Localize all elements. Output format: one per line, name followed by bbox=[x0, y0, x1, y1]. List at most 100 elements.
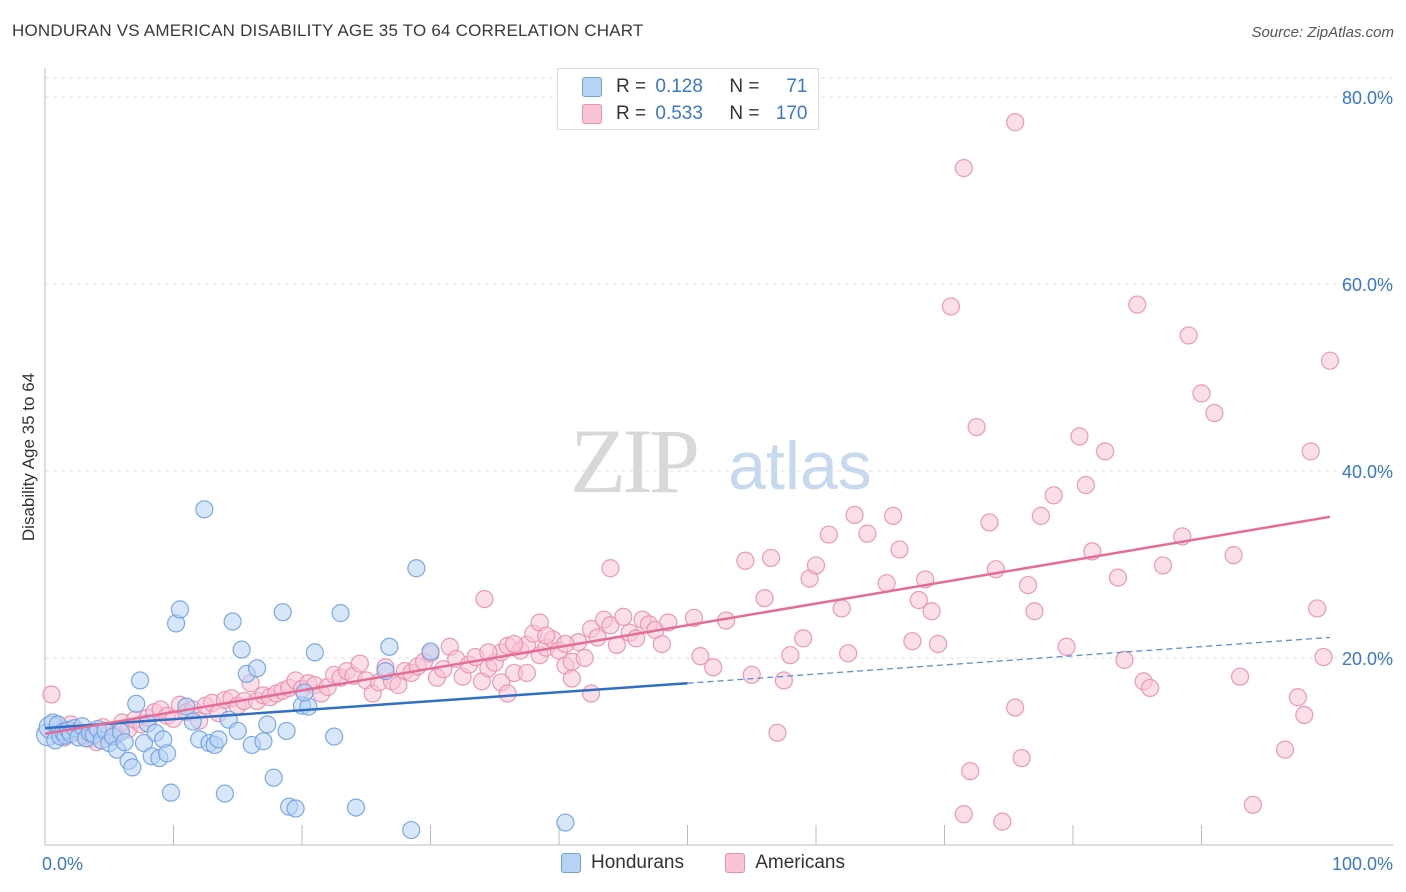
honduran-point bbox=[161, 783, 181, 802]
american-point bbox=[761, 548, 781, 568]
honduran-point bbox=[331, 604, 350, 623]
american-point bbox=[1153, 556, 1173, 575]
watermark-atlas: atlas bbox=[728, 428, 872, 504]
r-value: 0.533 bbox=[655, 103, 703, 124]
hondurans-points bbox=[35, 500, 575, 840]
american-point bbox=[1025, 602, 1044, 621]
american-point bbox=[890, 540, 909, 559]
american-point bbox=[684, 608, 704, 627]
american-point bbox=[967, 417, 986, 437]
american-point bbox=[794, 629, 813, 648]
american-point bbox=[954, 805, 973, 824]
honduran-point bbox=[264, 768, 283, 787]
honduran-point bbox=[273, 603, 292, 622]
american-point bbox=[909, 590, 928, 610]
r-label: R = bbox=[616, 76, 647, 97]
american-point bbox=[1012, 748, 1031, 768]
american-point bbox=[1108, 568, 1128, 587]
american-point bbox=[537, 626, 556, 645]
american-point bbox=[781, 646, 800, 665]
american-point bbox=[922, 602, 941, 621]
american-point bbox=[1192, 384, 1211, 403]
american-point bbox=[928, 634, 948, 654]
american-point bbox=[479, 643, 498, 662]
american-point bbox=[1295, 705, 1314, 725]
american-point bbox=[768, 723, 787, 742]
honduran-point bbox=[215, 784, 234, 803]
y-axis-label: Disability Age 35 to 64 bbox=[19, 373, 38, 541]
n-value: 71 bbox=[786, 76, 808, 97]
american-point bbox=[652, 634, 671, 654]
american-point bbox=[755, 589, 774, 608]
american-point bbox=[1314, 647, 1333, 667]
american-point bbox=[1308, 599, 1327, 618]
hondurans-legend-swatch bbox=[561, 853, 581, 873]
american-point bbox=[1320, 351, 1340, 370]
legend-item-americans: Americans bbox=[725, 852, 845, 874]
honduran-point bbox=[325, 727, 344, 746]
r-value: 0.128 bbox=[655, 76, 703, 97]
honduran-point bbox=[346, 798, 366, 817]
american-point bbox=[1205, 403, 1224, 423]
honduran-point bbox=[421, 642, 440, 661]
y-tick-label: 20.0% bbox=[1342, 649, 1393, 669]
honduran-point bbox=[209, 730, 228, 749]
stats-legend: R = 0.128 N = 71 R = 0.533 N = 170 bbox=[557, 68, 819, 130]
american-point bbox=[1096, 442, 1115, 461]
honduran-point bbox=[254, 732, 273, 751]
american-point bbox=[1128, 295, 1147, 314]
stats-row-hondurans: R = 0.128 N = 71 bbox=[582, 74, 808, 100]
american-point bbox=[1301, 442, 1320, 461]
series-legend: Hondurans Americans bbox=[0, 852, 1406, 879]
axes bbox=[44, 68, 1393, 846]
honduran-point bbox=[247, 659, 267, 678]
honduran-point bbox=[195, 500, 214, 519]
chart-title: HONDURAN VS AMERICAN DISABILITY AGE 35 T… bbox=[12, 21, 644, 40]
x-tick-labels: 0.0% 100.0% bbox=[42, 854, 1393, 874]
american-point bbox=[980, 513, 999, 532]
american-point bbox=[1018, 575, 1038, 595]
hondurans-trend-line bbox=[44, 681, 688, 730]
american-point bbox=[774, 671, 793, 690]
american-point bbox=[601, 559, 620, 578]
american-point bbox=[832, 599, 851, 618]
american-point bbox=[1243, 795, 1263, 814]
honduran-point bbox=[286, 799, 305, 818]
watermark-zip: ZIP bbox=[570, 410, 697, 512]
american-point bbox=[475, 589, 494, 609]
american-point bbox=[903, 632, 922, 651]
american-point bbox=[1288, 688, 1307, 707]
american-point bbox=[1230, 667, 1250, 686]
american-point bbox=[575, 648, 594, 668]
honduran-point bbox=[258, 715, 277, 734]
honduran-point bbox=[407, 559, 426, 578]
honduran-point bbox=[380, 637, 399, 656]
watermark: ZIP atlas bbox=[570, 410, 872, 512]
honduran-point bbox=[127, 694, 146, 713]
american-point bbox=[961, 762, 980, 781]
r-label: R = bbox=[616, 103, 647, 124]
american-point bbox=[1224, 546, 1243, 565]
american-point bbox=[1179, 326, 1198, 345]
american-point bbox=[1044, 486, 1063, 505]
n-label: N = bbox=[729, 103, 760, 124]
honduran-point bbox=[556, 813, 575, 832]
american-point bbox=[704, 658, 723, 677]
legend-item-hondurans: Hondurans bbox=[561, 852, 684, 874]
honduran-point bbox=[228, 721, 247, 741]
american-point bbox=[1031, 506, 1050, 525]
stats-row-americans: R = 0.533 N = 170 bbox=[582, 101, 808, 127]
american-point bbox=[517, 663, 536, 683]
american-point bbox=[954, 158, 973, 178]
american-point bbox=[1140, 678, 1160, 698]
american-point bbox=[742, 665, 761, 684]
american-point bbox=[504, 634, 524, 654]
honduran-point bbox=[157, 744, 177, 763]
american-point bbox=[839, 644, 858, 663]
american-point bbox=[588, 628, 607, 647]
y-tick-label: 60.0% bbox=[1342, 275, 1393, 295]
honduran-point bbox=[123, 758, 142, 777]
american-point bbox=[1006, 698, 1025, 717]
honduran-point bbox=[170, 600, 190, 619]
honduran-point bbox=[130, 671, 150, 690]
